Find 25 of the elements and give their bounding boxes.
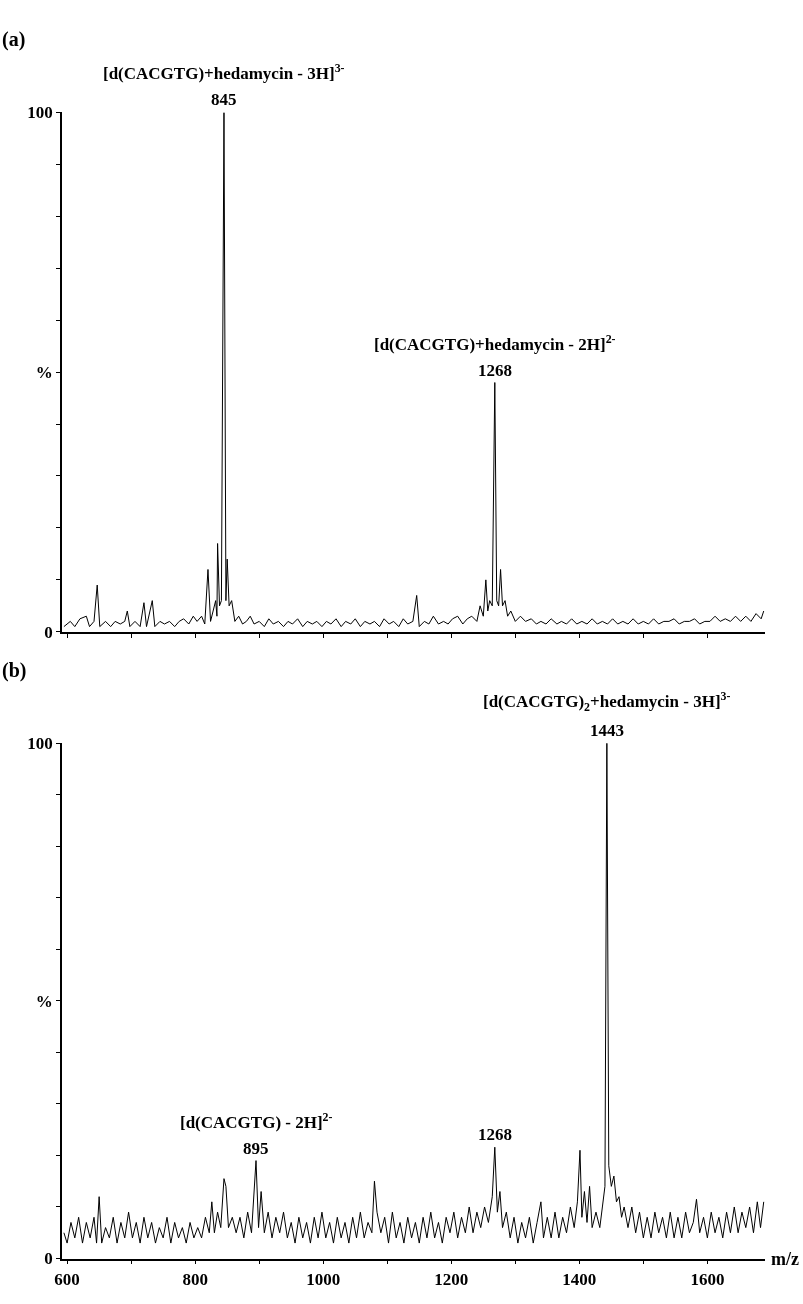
line-series: [63, 112, 765, 628]
chart-title: (a): [2, 28, 26, 51]
annotation: 1268: [478, 1125, 512, 1144]
x-tick-label: 1400: [562, 1269, 597, 1289]
y-tick-label: 0: [44, 1249, 53, 1269]
annotation: [d(CACGTG) - 2H]$^{2-}$: [180, 1110, 333, 1133]
x-tick-label: 1200: [434, 1269, 469, 1289]
x-tick-label: 800: [182, 1269, 208, 1289]
annotation: 1443: [590, 721, 624, 740]
annotation: [d(CACGTG)$_{2}$+hedamycin - 3H]$^{3-}$: [483, 689, 731, 714]
x-tick-label: 1600: [690, 1269, 725, 1289]
y-tick-label: 0: [44, 622, 53, 642]
annotation: 845: [211, 90, 237, 109]
annotation: 895: [243, 1139, 269, 1158]
annotation: [d(CACGTG)+hedamycin - 2H]$^{2-}$: [374, 332, 616, 355]
x-axis-title: m/z: [771, 1249, 799, 1269]
x-tick-label: 1000: [306, 1269, 341, 1289]
x-tick-label: 600: [54, 1269, 80, 1289]
y-tick-label: 100: [27, 734, 53, 754]
y-tick-label: %: [35, 991, 53, 1011]
y-tick-label: %: [35, 363, 53, 383]
annotation: 1268: [478, 361, 512, 380]
annotation: [d(CACGTG)+hedamycin - 3H]$^{3-}$: [103, 61, 345, 84]
chart-title: (b): [2, 659, 27, 682]
y-tick-label: 100: [27, 103, 53, 123]
